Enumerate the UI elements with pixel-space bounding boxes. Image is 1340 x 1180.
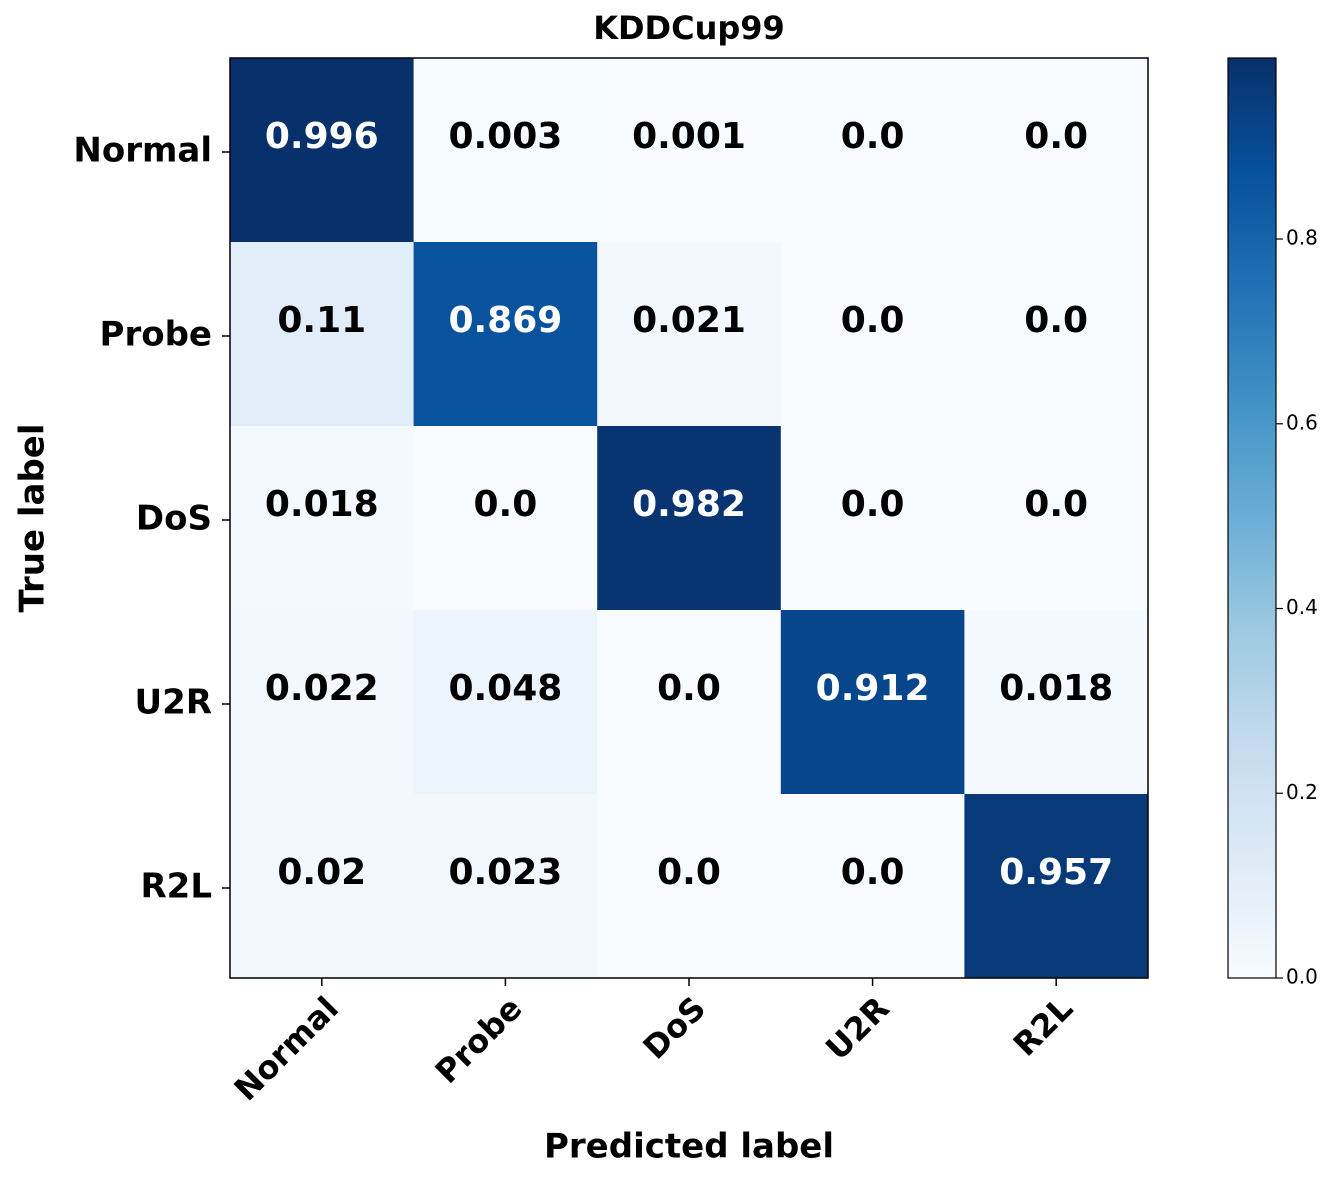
heatmap-cell: [964, 610, 1149, 795]
heatmap-cell: [780, 242, 965, 427]
cell-label: 0.0: [841, 300, 905, 341]
y-tick-label: R2L: [140, 867, 212, 907]
cell-label: 0.048: [448, 668, 562, 709]
cell-label: 0.957: [999, 852, 1113, 893]
x-tick-label: DoS: [636, 989, 713, 1066]
heatmap-cell: [964, 242, 1149, 427]
cell-label: 0.0: [841, 852, 905, 893]
colorbar-tick-label: 0.0: [1286, 965, 1318, 989]
cell-label: 0.021: [632, 300, 746, 341]
cell-label: 0.912: [816, 668, 930, 709]
heatmap-cell: [230, 610, 415, 795]
cell-label: 0.0: [841, 116, 905, 157]
x-tick-label: R2L: [1006, 989, 1080, 1063]
cell-label: 0.869: [448, 300, 562, 341]
x-tick-label: Normal: [227, 989, 346, 1108]
heatmap-cell: [413, 426, 598, 611]
heatmap-cell: [413, 794, 598, 979]
heatmap-cell: [597, 610, 782, 795]
y-tick-label: Probe: [100, 315, 212, 355]
cell-label: 0.0: [1024, 116, 1088, 157]
cell-label: 0.018: [265, 484, 379, 525]
heatmap-cell: [780, 610, 965, 795]
y-tick-label: Normal: [73, 131, 212, 171]
colorbar-tick-label: 0.2: [1286, 780, 1318, 804]
chart-title: KDDCup99: [593, 9, 785, 47]
colorbar-tick-label: 0.4: [1286, 595, 1318, 619]
colorbar-tick-label: 0.8: [1286, 226, 1318, 250]
cell-label: 0.0: [1024, 300, 1088, 341]
heatmap-cell: [780, 426, 965, 611]
x-tick-label: U2R: [818, 989, 896, 1067]
cell-label: 0.982: [632, 484, 746, 525]
heatmap-cell: [597, 426, 782, 611]
cell-label: 0.11: [277, 300, 366, 341]
y-tick-label: DoS: [136, 499, 212, 539]
cell-label: 0.996: [265, 116, 379, 157]
cell-label: 0.02: [277, 852, 366, 893]
y-tick-label: U2R: [135, 683, 212, 723]
heatmap-cell: [780, 58, 965, 243]
cell-label: 0.018: [999, 668, 1113, 709]
cell-label: 0.0: [657, 852, 721, 893]
heatmap-cell: [230, 794, 415, 979]
heatmap-cell: [964, 426, 1149, 611]
heatmap-cell: [413, 242, 598, 427]
heatmap-cell: [230, 426, 415, 611]
heatmap-cell: [780, 794, 965, 979]
heatmap-cell: [597, 794, 782, 979]
colorbar: [1227, 57, 1277, 979]
cell-label: 0.0: [657, 668, 721, 709]
heatmap-cell: [964, 58, 1149, 243]
heatmap-cell: [230, 242, 415, 427]
heatmap-cell: [413, 58, 598, 243]
cell-label: 0.0: [474, 484, 538, 525]
cell-label: 0.0: [1024, 484, 1088, 525]
heatmap-cell: [597, 58, 782, 243]
x-tick-label: Probe: [428, 989, 530, 1091]
cell-label: 0.003: [448, 116, 562, 157]
colorbar-tick-label: 0.6: [1286, 410, 1318, 434]
heatmap-cell: [597, 242, 782, 427]
heatmap-cell: [964, 794, 1149, 979]
cell-label: 0.023: [448, 852, 562, 893]
x-axis-label: Predicted label: [544, 1127, 834, 1167]
heatmap-cell: [413, 610, 598, 795]
cell-label: 0.022: [265, 668, 379, 709]
y-axis-label: True label: [13, 424, 53, 613]
cell-label: 0.001: [632, 116, 746, 157]
cell-label: 0.0: [841, 484, 905, 525]
heatmap-cell: [230, 58, 415, 243]
